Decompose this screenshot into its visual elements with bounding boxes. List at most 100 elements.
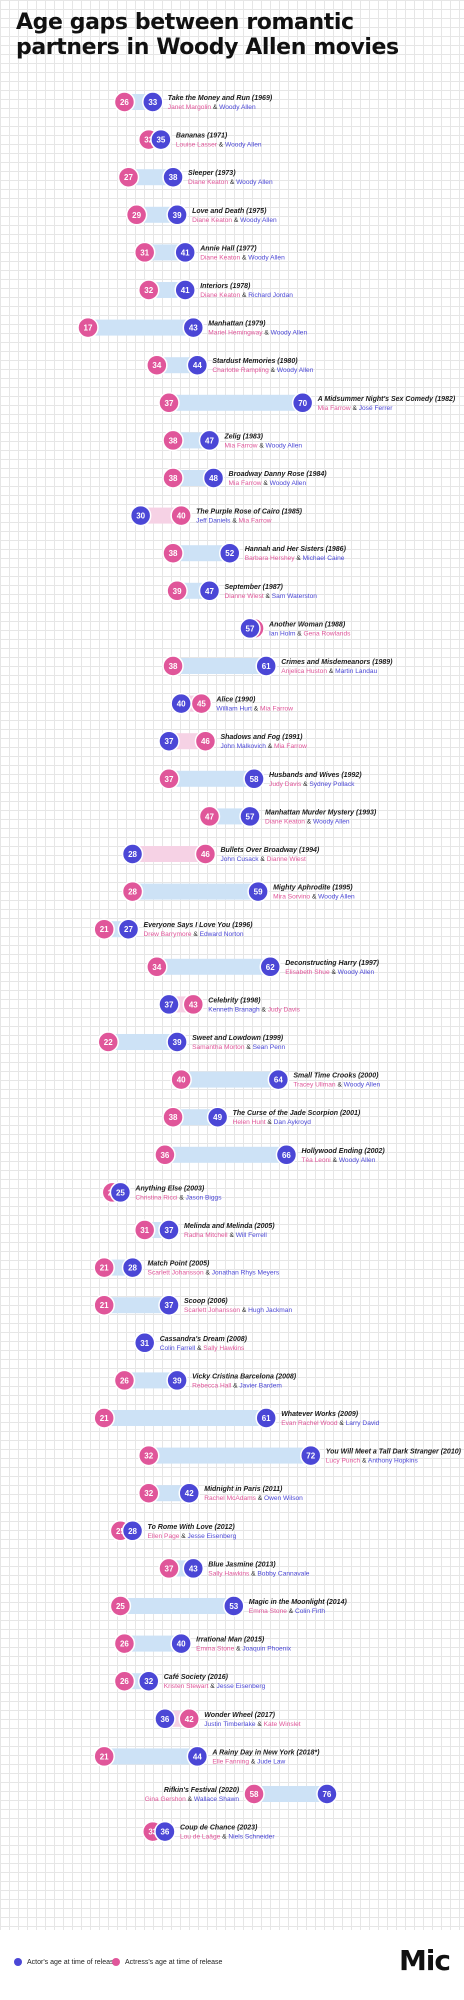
actor-age-label: 61 (262, 662, 271, 671)
movie-title-label: Anything Else (2003) (134, 1185, 205, 1192)
age-gap-band (173, 545, 230, 562)
actress-age-label: 42 (185, 1715, 194, 1724)
actress-age-label: 25 (116, 1527, 125, 1536)
actor-age-dot (223, 1595, 245, 1617)
age-gap-band (148, 1447, 311, 1464)
actress-age-label: 47 (205, 812, 214, 821)
actress-age-dot (182, 993, 205, 1016)
actor-age-dot (239, 617, 261, 640)
actor-age-label: 39 (173, 1038, 182, 1047)
actor-age-dot (158, 730, 180, 752)
actress-age-label: 21 (100, 1301, 109, 1310)
actor-age-label: 48 (209, 474, 218, 483)
actress-age-label: 17 (84, 324, 93, 333)
actor-age-dot (121, 843, 144, 865)
actress-age-dot (170, 504, 192, 527)
actor-age-dot (133, 1332, 156, 1354)
actor-age-dot (300, 1444, 322, 1467)
actor-age-dot (166, 1369, 188, 1392)
movie-title-label: Irrational Man (2015) (196, 1637, 265, 1644)
actor-age-label: 37 (165, 1226, 174, 1235)
actor-age-dot (170, 692, 192, 715)
movie-title-label: Wonder Wheel (2017) (204, 1712, 275, 1719)
actress-age-dot (117, 166, 140, 188)
cast-label: Diane Keaton & Woody Allen (265, 818, 350, 825)
actor-age-label: 49 (213, 1113, 222, 1122)
actress-age-dot (97, 1031, 119, 1053)
cast-label: Evan Rachel Wood & Larry David (281, 1420, 379, 1427)
legend-item-actress: Actress's age at time of release (112, 1958, 222, 1966)
age-gap-band (108, 1034, 178, 1050)
actor-age-dot (219, 542, 241, 564)
age-gap-band (181, 1071, 279, 1088)
cast-label: Charlotte Rampling & Woody Allen (212, 367, 313, 374)
actor-age-dot (121, 1256, 144, 1279)
actress-age-dot (162, 1106, 184, 1128)
age-gap-band (173, 470, 214, 486)
actress-age-label: 27 (124, 173, 133, 182)
actor-age-label: 44 (193, 361, 202, 370)
actress-age-dot (121, 880, 144, 903)
age-gap-band (120, 1598, 234, 1614)
actor-age-label: 53 (229, 1602, 238, 1611)
movie-title-label: Take the Money and Run (1969) (168, 95, 273, 102)
age-gap-band (169, 394, 303, 411)
actress-age-label: 43 (189, 1000, 198, 1009)
actor-age-label: 28 (128, 1264, 137, 1273)
dumbbell-chart: 26 33 Take the Money and Run (1969) Janet M… (77, 91, 462, 1843)
actress-age-label: 31 (140, 1226, 149, 1235)
actor-age-label: 47 (205, 436, 214, 445)
actor-age-dot (166, 204, 188, 226)
actress-age-dot (162, 467, 184, 489)
actor-age-dot (142, 91, 164, 113)
cast-label: Rebecca Hall & Javier Bardem (192, 1382, 282, 1389)
actor-age-dot (206, 1106, 229, 1128)
legend-actress-swatch (112, 1958, 120, 1966)
actress-age-dot (113, 1632, 136, 1655)
actor-age-label: 64 (274, 1076, 283, 1085)
actor-age-dot (174, 241, 196, 264)
actor-age-dot (121, 1520, 144, 1542)
cast-label: Mia Farrow & Woody Allen (229, 480, 307, 487)
age-gap-band (124, 1635, 182, 1652)
cast-label: Gina Gershon & Wallace Shawn (145, 1796, 240, 1803)
movie-title-label: Bullets Over Broadway (1994) (220, 847, 319, 854)
actor-age-label: 57 (246, 624, 255, 633)
age-gap-band (148, 1485, 190, 1502)
actor-age-label: 47 (205, 587, 214, 596)
cast-label: Téa Leoni & Woody Allen (301, 1157, 375, 1164)
actress-age-label: 32 (144, 286, 153, 295)
movie-title-label: Celebrity (1998) (208, 997, 261, 1004)
actor-age-label: 37 (165, 1301, 174, 1310)
actress-age-label: 26 (120, 1677, 129, 1686)
actress-age-dot (138, 1444, 160, 1467)
actress-age-dot (93, 918, 115, 940)
age-gap-band (169, 770, 255, 787)
actor-age-dot (243, 768, 265, 790)
actress-age-label: 28 (128, 888, 137, 897)
actor-age-dot (182, 316, 205, 339)
actor-age-label: 36 (160, 1828, 169, 1837)
actress-age-dot (93, 1407, 115, 1429)
actress-age-label: 40 (177, 1076, 186, 1085)
cast-label: Radha Mitchell & Will Ferrell (184, 1232, 267, 1239)
movie-title-label: Hollywood Ending (2002) (301, 1148, 385, 1155)
cast-label: Drew Barrymore & Edward Norton (144, 931, 244, 938)
movie-title-label: You Will Meet a Tall Dark Stranger (2010… (326, 1449, 462, 1456)
actress-age-dot (109, 1595, 132, 1617)
cast-label: Rachel McAdams & Owen Wilson (204, 1495, 303, 1502)
actor-age-dot (275, 1144, 298, 1166)
cast-label: Jeff Daniels & Mia Farrow (196, 518, 272, 525)
actress-age-label: 37 (165, 775, 174, 784)
actress-age-label: 58 (250, 1790, 259, 1799)
actor-age-dot (202, 467, 225, 489)
actor-age-label: 35 (156, 136, 165, 145)
actor-age-label: 30 (136, 512, 145, 521)
movie-title-label: Bananas (1971) (176, 133, 228, 140)
cast-label: John Cusack & Dianne Wiest (220, 856, 306, 863)
cast-label: Scarlett Johansson & Jonathan Rhys Meyer… (148, 1270, 280, 1277)
cast-label: Tracey Ullman & Woody Allen (293, 1082, 380, 1089)
cast-label: Anjelica Huston & Martin Landau (281, 668, 377, 675)
movie-title-label: Hannah and Her Sisters (1986) (245, 546, 347, 553)
actor-age-label: 37 (165, 737, 174, 746)
